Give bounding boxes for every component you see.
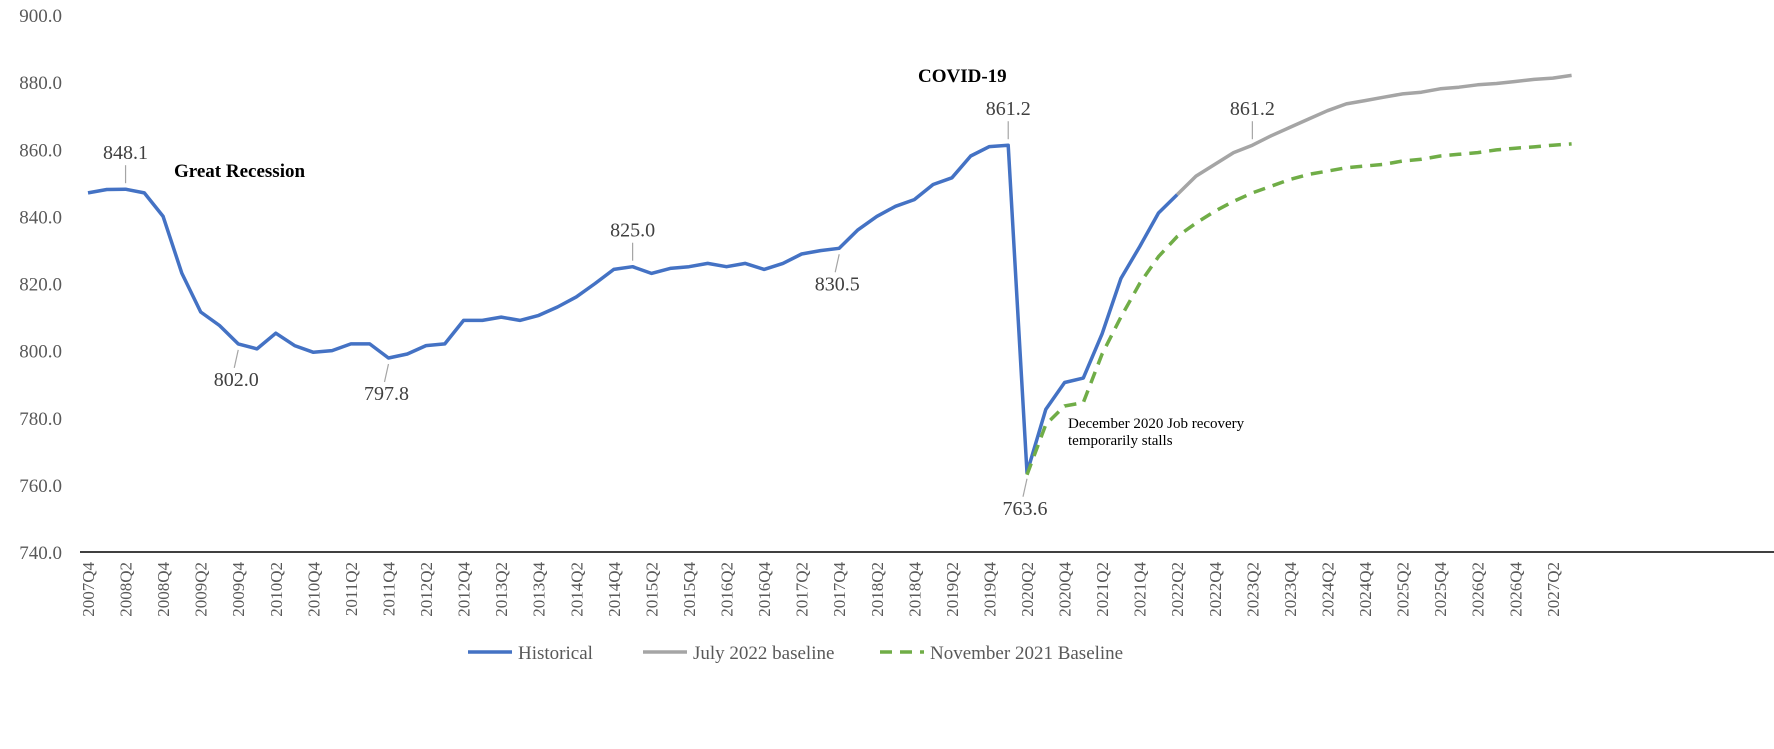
x-tick-label: 2011Q4 — [379, 562, 398, 617]
annotation: COVID-19 — [918, 66, 1007, 87]
x-tick-label: 2024Q4 — [1356, 562, 1375, 617]
x-tick-label: 2007Q4 — [79, 562, 98, 617]
data-label: 802.0 — [214, 369, 259, 391]
x-tick-label: 2026Q2 — [1469, 562, 1488, 617]
x-tick-label: 2009Q4 — [229, 562, 248, 617]
series-line — [1025, 142, 1572, 476]
x-tick-label: 2015Q2 — [642, 562, 661, 617]
y-tick-label: 840.0 — [19, 207, 62, 228]
x-tick-label: 2010Q4 — [304, 562, 323, 617]
x-tick-label: 2012Q2 — [417, 562, 436, 617]
data-label: 830.5 — [815, 273, 860, 295]
x-tick-label: 2019Q2 — [943, 562, 962, 617]
x-tick-label: 2010Q2 — [267, 562, 286, 617]
x-tick-label: 2023Q2 — [1243, 562, 1262, 617]
legend-label: November 2021 Baseline — [930, 643, 1123, 664]
x-tick-label: 2012Q4 — [455, 562, 474, 617]
x-tick-label: 2019Q4 — [980, 562, 999, 617]
y-tick-label: 760.0 — [19, 476, 62, 497]
data-label: 763.6 — [1003, 498, 1048, 520]
x-tick-label: 2008Q4 — [154, 562, 173, 617]
x-tick-label: 2016Q2 — [718, 562, 737, 617]
y-tick-label: 820.0 — [19, 275, 62, 296]
x-tick-label: 2013Q4 — [530, 562, 549, 617]
y-tick-label: 900.0 — [19, 6, 62, 27]
leader-line — [834, 254, 840, 273]
x-tick-label: 2015Q4 — [680, 562, 699, 617]
x-tick-label: 2011Q2 — [342, 562, 361, 616]
leader-line — [1022, 478, 1028, 497]
x-tick-label: 2018Q4 — [905, 562, 924, 617]
x-tick-label: 2014Q2 — [567, 562, 586, 617]
data-label: 825.0 — [610, 220, 655, 242]
annotation: December 2020 Job recovery temporarily s… — [1068, 416, 1245, 449]
leader-line — [233, 349, 239, 369]
x-tick-label: 2017Q4 — [830, 562, 849, 617]
x-tick-label: 2021Q2 — [1093, 562, 1112, 617]
y-tick-label: 860.0 — [19, 140, 62, 161]
y-tick-label: 880.0 — [19, 73, 62, 94]
legend-label: July 2022 baseline — [693, 643, 834, 664]
x-tick-label: 2018Q2 — [868, 562, 887, 617]
x-tick-label: 2013Q2 — [492, 562, 511, 617]
x-tick-label: 2022Q4 — [1206, 562, 1225, 617]
y-tick-label: 740.0 — [19, 543, 62, 564]
y-tick-label: 780.0 — [19, 409, 62, 430]
annotation-box: December 2020 Job recovery temporarily s… — [1068, 416, 1245, 449]
x-tick-label: 2016Q4 — [755, 562, 774, 617]
x-tick-label: 2009Q2 — [192, 562, 211, 617]
annotation: Great Recession — [174, 161, 305, 182]
leader-line — [383, 363, 390, 383]
x-tick-label: 2025Q4 — [1431, 562, 1450, 617]
x-tick-label: 2021Q4 — [1131, 562, 1150, 617]
x-tick-label: 2014Q4 — [605, 562, 624, 617]
y-tick-label: 800.0 — [19, 342, 62, 363]
x-tick-label: 2025Q2 — [1394, 562, 1413, 617]
x-tick-label: 2022Q2 — [1168, 562, 1187, 617]
data-label: 797.8 — [364, 383, 409, 405]
legend-label: Historical — [518, 643, 593, 664]
series-line — [1175, 73, 1572, 196]
x-tick-label: 2027Q2 — [1544, 562, 1563, 617]
series-line — [87, 143, 1179, 475]
data-label: 861.2 — [986, 98, 1031, 120]
x-tick-label: 2020Q2 — [1018, 562, 1037, 617]
data-label: 848.1 — [103, 142, 148, 164]
x-tick-label: 2020Q4 — [1056, 562, 1075, 617]
x-tick-label: 2023Q4 — [1281, 562, 1300, 617]
x-tick-label: 2024Q2 — [1318, 562, 1337, 617]
data-label: 861.2 — [1230, 98, 1275, 120]
x-tick-label: 2026Q4 — [1506, 562, 1525, 617]
x-tick-label: 2017Q2 — [793, 562, 812, 617]
x-tick-label: 2008Q2 — [117, 562, 136, 617]
